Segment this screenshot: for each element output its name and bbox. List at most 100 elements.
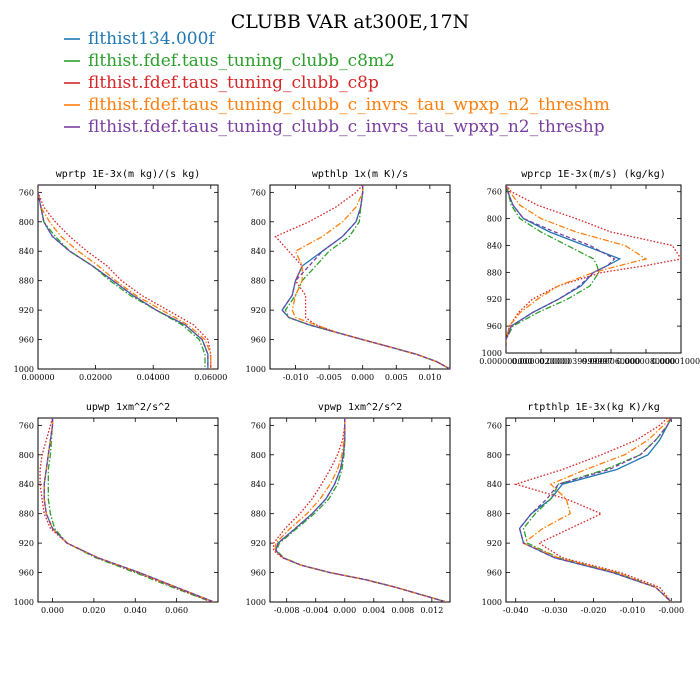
x-tick-label: 0.000 bbox=[41, 606, 64, 615]
y-tick-label: 960 bbox=[19, 569, 34, 578]
series-line-5 bbox=[506, 185, 616, 353]
y-tick-label: 840 bbox=[251, 247, 266, 256]
panel-4: upwp 1xm^2/s^2 760 800 840 880 920 960 1000 0.00… bbox=[14, 402, 219, 615]
series-line-4 bbox=[522, 418, 672, 602]
x-tick-label: 0.0000020000 bbox=[512, 357, 571, 366]
series-line-3 bbox=[274, 185, 450, 369]
y-tick-label: 800 bbox=[19, 451, 34, 460]
series-line-1 bbox=[518, 418, 672, 602]
x-tick-label: 0.000 bbox=[333, 606, 356, 615]
y-tick-label: 800 bbox=[251, 218, 266, 227]
legend-label: flthist134.000f bbox=[88, 29, 216, 49]
plot-frame bbox=[269, 184, 451, 370]
y-tick-label: 880 bbox=[487, 510, 502, 519]
x-tick-label: 0.02000 bbox=[79, 373, 112, 382]
x-tick-label: 0.000000000 bbox=[479, 357, 532, 366]
x-tick-label: -0.008 bbox=[274, 606, 300, 615]
y-tick-label: 840 bbox=[19, 480, 34, 489]
panel-title: vpwp 1xm^2/s^2 bbox=[318, 402, 402, 413]
figure-title: CLUBB VAR at300E,17N bbox=[231, 11, 470, 33]
x-tick-label: 0.020 bbox=[82, 606, 105, 615]
x-tick-label: 0.012 bbox=[420, 606, 443, 615]
series-group bbox=[513, 418, 672, 602]
plot-frame bbox=[37, 184, 219, 370]
x-tick-label: 0.008 bbox=[391, 606, 414, 615]
x-tick-label: -0.004 bbox=[303, 606, 329, 615]
y-tick-label: 920 bbox=[487, 539, 502, 548]
y-tick-label: 760 bbox=[19, 421, 34, 430]
y-tick-label: 760 bbox=[19, 188, 34, 197]
x-tick-label: 0.0000100000 bbox=[652, 357, 700, 366]
legend-label: flthist.fdef.taus_tuning_clubb_c_invrs_t… bbox=[88, 95, 610, 115]
x-tick-label: 0.005 bbox=[385, 373, 408, 382]
legend: flthist134.000f flthist.fdef.taus_tuning_… bbox=[64, 29, 610, 137]
x-tick-label: 0.004 bbox=[362, 606, 385, 615]
x-tick-label: -0.010 bbox=[620, 606, 646, 615]
series-line-1 bbox=[43, 418, 215, 602]
panel-title: wpthlp 1x(m K)/s bbox=[312, 169, 408, 180]
legend-label: flthist.fdef.taus_tuning_clubb_c_invrs_t… bbox=[88, 117, 605, 137]
panel-title: wprtp 1E-3x(m kg)/(s kg) bbox=[56, 169, 201, 180]
series-group bbox=[38, 185, 212, 369]
y-tick-label: 1000 bbox=[14, 598, 34, 607]
y-tick-label: 960 bbox=[251, 569, 266, 578]
series-line-2 bbox=[284, 185, 450, 369]
series-line-2 bbox=[38, 185, 206, 369]
series-group bbox=[506, 185, 681, 353]
y-tick-label: 800 bbox=[487, 451, 502, 460]
x-tick-label: -0.040 bbox=[503, 606, 529, 615]
series-line-4 bbox=[38, 185, 212, 369]
series-line-5 bbox=[43, 418, 215, 602]
series-line-5 bbox=[281, 185, 450, 369]
y-tick-label: 880 bbox=[19, 510, 34, 519]
panel-2: wpthlp 1x(m K)/s 760 800 840 880 920 960 1000 -0… bbox=[246, 169, 451, 382]
series-line-5 bbox=[518, 418, 672, 602]
series-line-2 bbox=[47, 418, 213, 602]
panel-3: wprcp 1E-3x(m/s) (kg/kg) 760 800 840 880 920 9… bbox=[479, 169, 700, 366]
y-tick-label: 960 bbox=[251, 336, 266, 345]
y-tick-label: 800 bbox=[19, 218, 34, 227]
plot-frame bbox=[505, 184, 682, 354]
series-line-1 bbox=[281, 185, 450, 369]
y-tick-label: 760 bbox=[487, 188, 502, 197]
y-tick-label: 840 bbox=[487, 241, 502, 250]
y-tick-label: 760 bbox=[487, 421, 502, 430]
x-tick-label: 0.00000 bbox=[21, 373, 54, 382]
y-tick-label: 1000 bbox=[14, 365, 34, 374]
series-line-3 bbox=[38, 185, 212, 369]
x-tick-label: -0.020 bbox=[581, 606, 607, 615]
x-tick-label: 0.000 bbox=[351, 373, 374, 382]
series-line-1 bbox=[506, 185, 622, 353]
y-tick-label: 840 bbox=[487, 480, 502, 489]
series-line-1 bbox=[38, 185, 209, 369]
series-line-4 bbox=[274, 418, 447, 602]
x-tick-label: -0.005 bbox=[316, 373, 342, 382]
series-line-3 bbox=[513, 418, 672, 602]
y-tick-label: 920 bbox=[251, 306, 266, 315]
plot-frame bbox=[37, 417, 219, 603]
series-group bbox=[39, 418, 215, 602]
x-tick-label: 0.0000080000 bbox=[617, 357, 676, 366]
y-tick-label: 920 bbox=[251, 539, 266, 548]
y-tick-label: 920 bbox=[487, 295, 502, 304]
y-tick-label: 1000 bbox=[482, 598, 502, 607]
panels: wprtp 1E-3x(m kg)/(s kg) 760 800 840 880 920 9… bbox=[14, 169, 700, 615]
series-line-3 bbox=[272, 418, 447, 602]
y-tick-label: 840 bbox=[19, 247, 34, 256]
panel-5: vpwp 1xm^2/s^2 760 800 840 880 920 960 1000 -0.0… bbox=[246, 402, 451, 615]
panel-title: wprcp 1E-3x(m/s) (kg/kg) bbox=[521, 169, 666, 180]
panel-title: rtpthlp 1E-3x(kg K)/kg bbox=[527, 402, 659, 413]
series-line-4 bbox=[506, 185, 648, 353]
y-tick-label: 800 bbox=[487, 215, 502, 224]
y-tick-label: 960 bbox=[487, 569, 502, 578]
y-tick-label: 840 bbox=[251, 480, 266, 489]
x-tick-label: 0.040 bbox=[124, 606, 147, 615]
series-group bbox=[272, 418, 447, 602]
y-tick-label: 880 bbox=[19, 277, 34, 286]
legend-label: flthist.fdef.taus_tuning_clubb_c8p bbox=[88, 73, 379, 93]
series-line-5 bbox=[275, 418, 447, 602]
y-tick-label: 920 bbox=[19, 539, 34, 548]
y-tick-label: 960 bbox=[487, 322, 502, 331]
series-line-5 bbox=[38, 185, 209, 369]
x-tick-label: 0.010 bbox=[418, 373, 441, 382]
